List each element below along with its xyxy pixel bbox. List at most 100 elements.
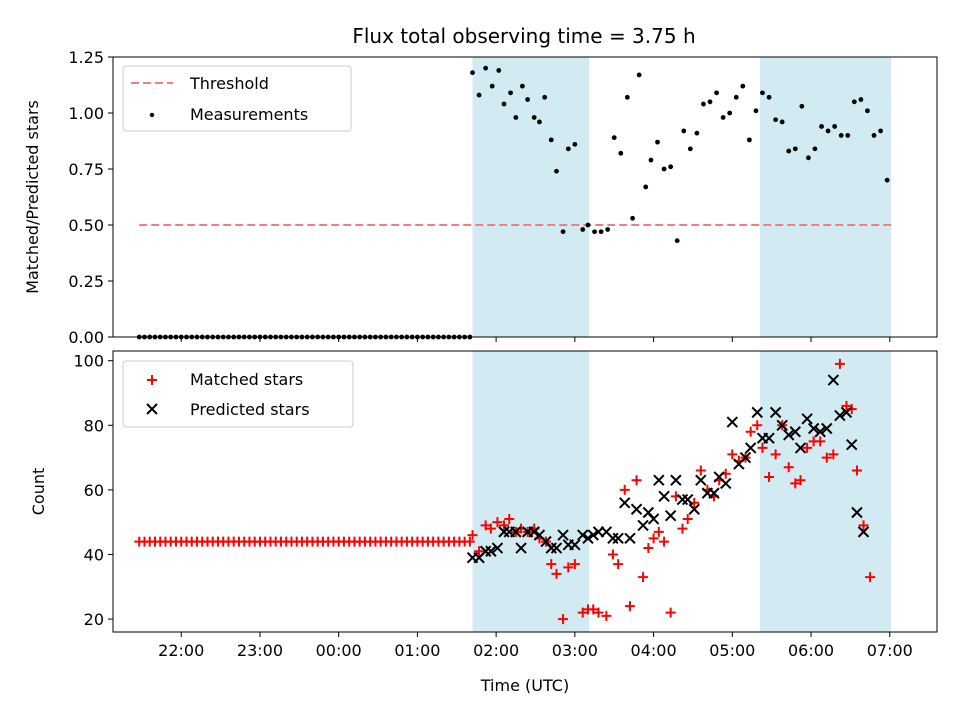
legend-count: Matched stars Predicted stars <box>122 360 354 428</box>
matched-star-point <box>480 520 491 531</box>
predicted-star-point <box>821 422 833 435</box>
matched-star-point <box>619 484 630 495</box>
measurement-point <box>585 222 591 228</box>
measurement-point <box>819 124 824 129</box>
measurement-point <box>753 108 759 114</box>
x-tick-label: 00:00 <box>316 641 362 660</box>
predicted-star-point <box>776 419 788 431</box>
measurement-point <box>611 135 617 141</box>
measurement-point <box>674 238 680 244</box>
predicted-star-point <box>807 422 820 435</box>
measurement-point <box>554 168 559 174</box>
x-tick-label: 05:00 <box>709 641 755 660</box>
measurement-point <box>508 90 513 96</box>
matched-star-point <box>695 465 706 476</box>
observing-interval-span <box>472 351 590 632</box>
predicted-star-point <box>619 497 631 509</box>
predicted-star-point <box>515 542 527 554</box>
predicted-star-point <box>744 442 757 454</box>
measurement-point <box>760 90 765 96</box>
predicted-star-point <box>624 532 636 545</box>
predicted-star-point <box>695 474 707 486</box>
x-tick-label: 04:00 <box>631 641 677 660</box>
legend-ratio: Threshold Measurements <box>122 65 352 132</box>
measurement-point <box>531 115 537 120</box>
x-tick-label: 02:00 <box>473 641 519 660</box>
measurement-point <box>548 137 554 143</box>
matched-star-point <box>504 513 515 524</box>
matched-star-point <box>474 546 485 557</box>
matched-star-point <box>638 572 649 583</box>
y-axis-label-count: Count <box>29 468 48 516</box>
measurement-point <box>701 101 706 107</box>
measurement-point <box>746 137 752 143</box>
predicted-star-point <box>739 451 752 464</box>
observing-intervals <box>472 351 892 632</box>
legend-predicted-marker <box>146 403 158 415</box>
measurement-point <box>832 124 838 129</box>
matched-star-point <box>659 536 670 547</box>
y-tick-label: 1.00 <box>68 104 104 123</box>
y-tick-label: 0.25 <box>68 272 104 291</box>
predicted-star-point <box>479 545 492 557</box>
measurement-point <box>630 215 635 221</box>
measurement-point <box>636 72 642 78</box>
matched-star-point <box>631 475 642 486</box>
y-axis-ticks: 0.00 0.25 0.50 0.75 1.00 1.25 <box>68 48 113 347</box>
measurement-point <box>470 70 475 76</box>
measurement-point <box>812 146 818 152</box>
y-tick-label: 0.75 <box>68 160 104 179</box>
predicted-star-point <box>658 490 670 503</box>
predicted-star-point <box>814 426 826 438</box>
y-tick-label: 80 <box>84 416 104 435</box>
predicted-star-point <box>612 532 624 545</box>
predicted-star-point <box>582 532 594 545</box>
predicted-star-point <box>630 503 643 515</box>
predicted-star-point <box>545 542 557 554</box>
matched-star-point <box>577 607 588 618</box>
predicted-star-point <box>851 506 863 519</box>
matched-stars-points <box>134 358 876 625</box>
measurement-point <box>648 157 654 163</box>
predicted-star-point <box>485 545 497 557</box>
matched-star-point <box>815 436 826 447</box>
matched-star-point <box>613 559 624 570</box>
legend-predicted-label: Predicted stars <box>190 400 310 419</box>
matched-star-point <box>802 442 813 453</box>
matched-star-point <box>653 526 664 537</box>
observing-intervals <box>472 57 892 337</box>
matched-star-point <box>783 462 794 473</box>
predicted-star-point <box>577 529 589 541</box>
measurement-point <box>727 110 733 116</box>
matched-star-point <box>492 517 503 528</box>
y-tick-label: 0.00 <box>68 328 104 347</box>
matched-star-point <box>790 478 801 489</box>
predicted-star-point <box>801 413 813 425</box>
measurement-point <box>799 103 805 109</box>
legend-matched-marker <box>147 375 157 385</box>
measurement-point <box>624 94 630 100</box>
measurement-point <box>519 83 525 89</box>
legend-measurements-swatch <box>149 112 155 118</box>
ratio-panel: 0.00 0.25 0.50 0.75 1.00 1.25 Matched/Predict… <box>23 48 938 347</box>
matched-star-point <box>858 520 869 531</box>
predicted-star-point <box>751 406 763 419</box>
measurement-point <box>537 119 542 125</box>
count-panel: 20 40 60 80 100 22:00 23:00 00:00 01:00 02:00 03:… <box>29 350 938 695</box>
matched-star-point <box>795 475 806 486</box>
matched-star-point <box>745 426 756 437</box>
predicted-star-point <box>846 438 858 451</box>
matched-star-point <box>682 513 693 524</box>
measurement-point <box>605 227 611 232</box>
predicted-star-point <box>708 487 720 499</box>
predicted-star-point <box>763 432 775 444</box>
observing-interval-span <box>759 351 892 632</box>
x-axis-label: Time (UTC) <box>480 676 569 695</box>
measurement-point <box>766 94 772 100</box>
matched-star-point <box>558 614 569 625</box>
measurement-point <box>884 177 890 183</box>
measurement-point <box>720 115 726 120</box>
predicted-star-point <box>688 503 700 515</box>
matched-star-point <box>467 530 478 541</box>
predicted-star-point <box>510 526 522 538</box>
